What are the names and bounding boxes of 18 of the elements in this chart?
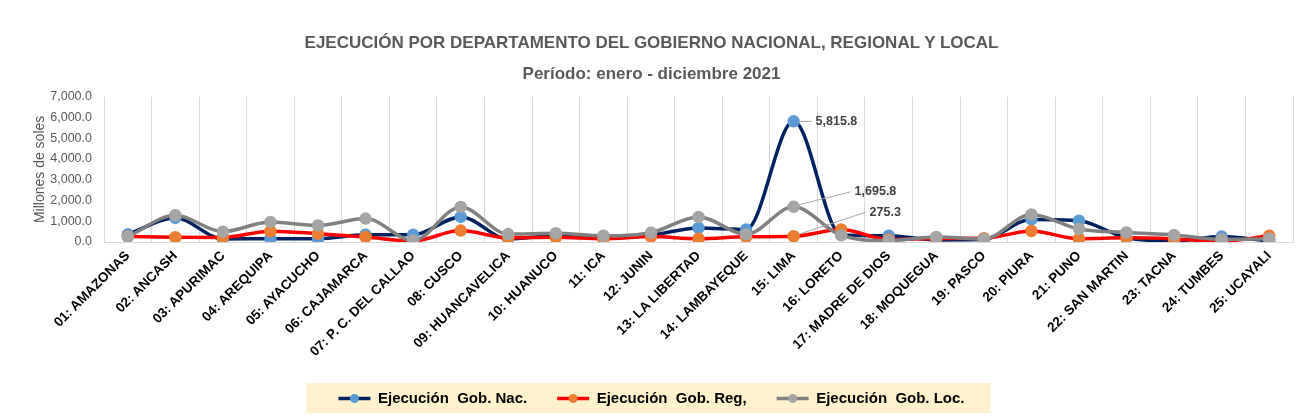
chart-title: EJECUCIÓN POR DEPARTAMENTO DEL GOBIERNO NACIONAL, REGIONAL Y LOCAL — [304, 32, 999, 52]
y-tick-label: 2,000.0 — [50, 192, 93, 207]
y-tick-label: 7,000.0 — [50, 89, 93, 104]
x-tick-label: 11: ICA — [565, 247, 609, 291]
y-tick-label: 4,000.0 — [50, 151, 93, 166]
y-tick-label: 1,000.0 — [50, 213, 93, 228]
y-tick-label: 5,000.0 — [50, 130, 93, 145]
legend-label: Ejecución Gob. Reg, — [596, 388, 747, 406]
y-tick-label: 6,000.0 — [50, 110, 93, 124]
data-label: 5,815.8 — [815, 113, 858, 128]
y-tick-label: 3,000.0 — [50, 172, 93, 187]
legend-label: Ejecución Gob. Nac. — [377, 388, 528, 406]
y-axis-title: Millones de soles — [31, 115, 48, 224]
data-label: 275.3 — [869, 204, 901, 219]
data-label: 1,695.8 — [854, 184, 897, 199]
chart-subtitle: Período: enero - diciembre 2021 — [522, 64, 781, 84]
legend-label: Ejecución Gob. Loc. — [816, 388, 965, 406]
y-tick-label: 0.0 — [74, 234, 93, 249]
